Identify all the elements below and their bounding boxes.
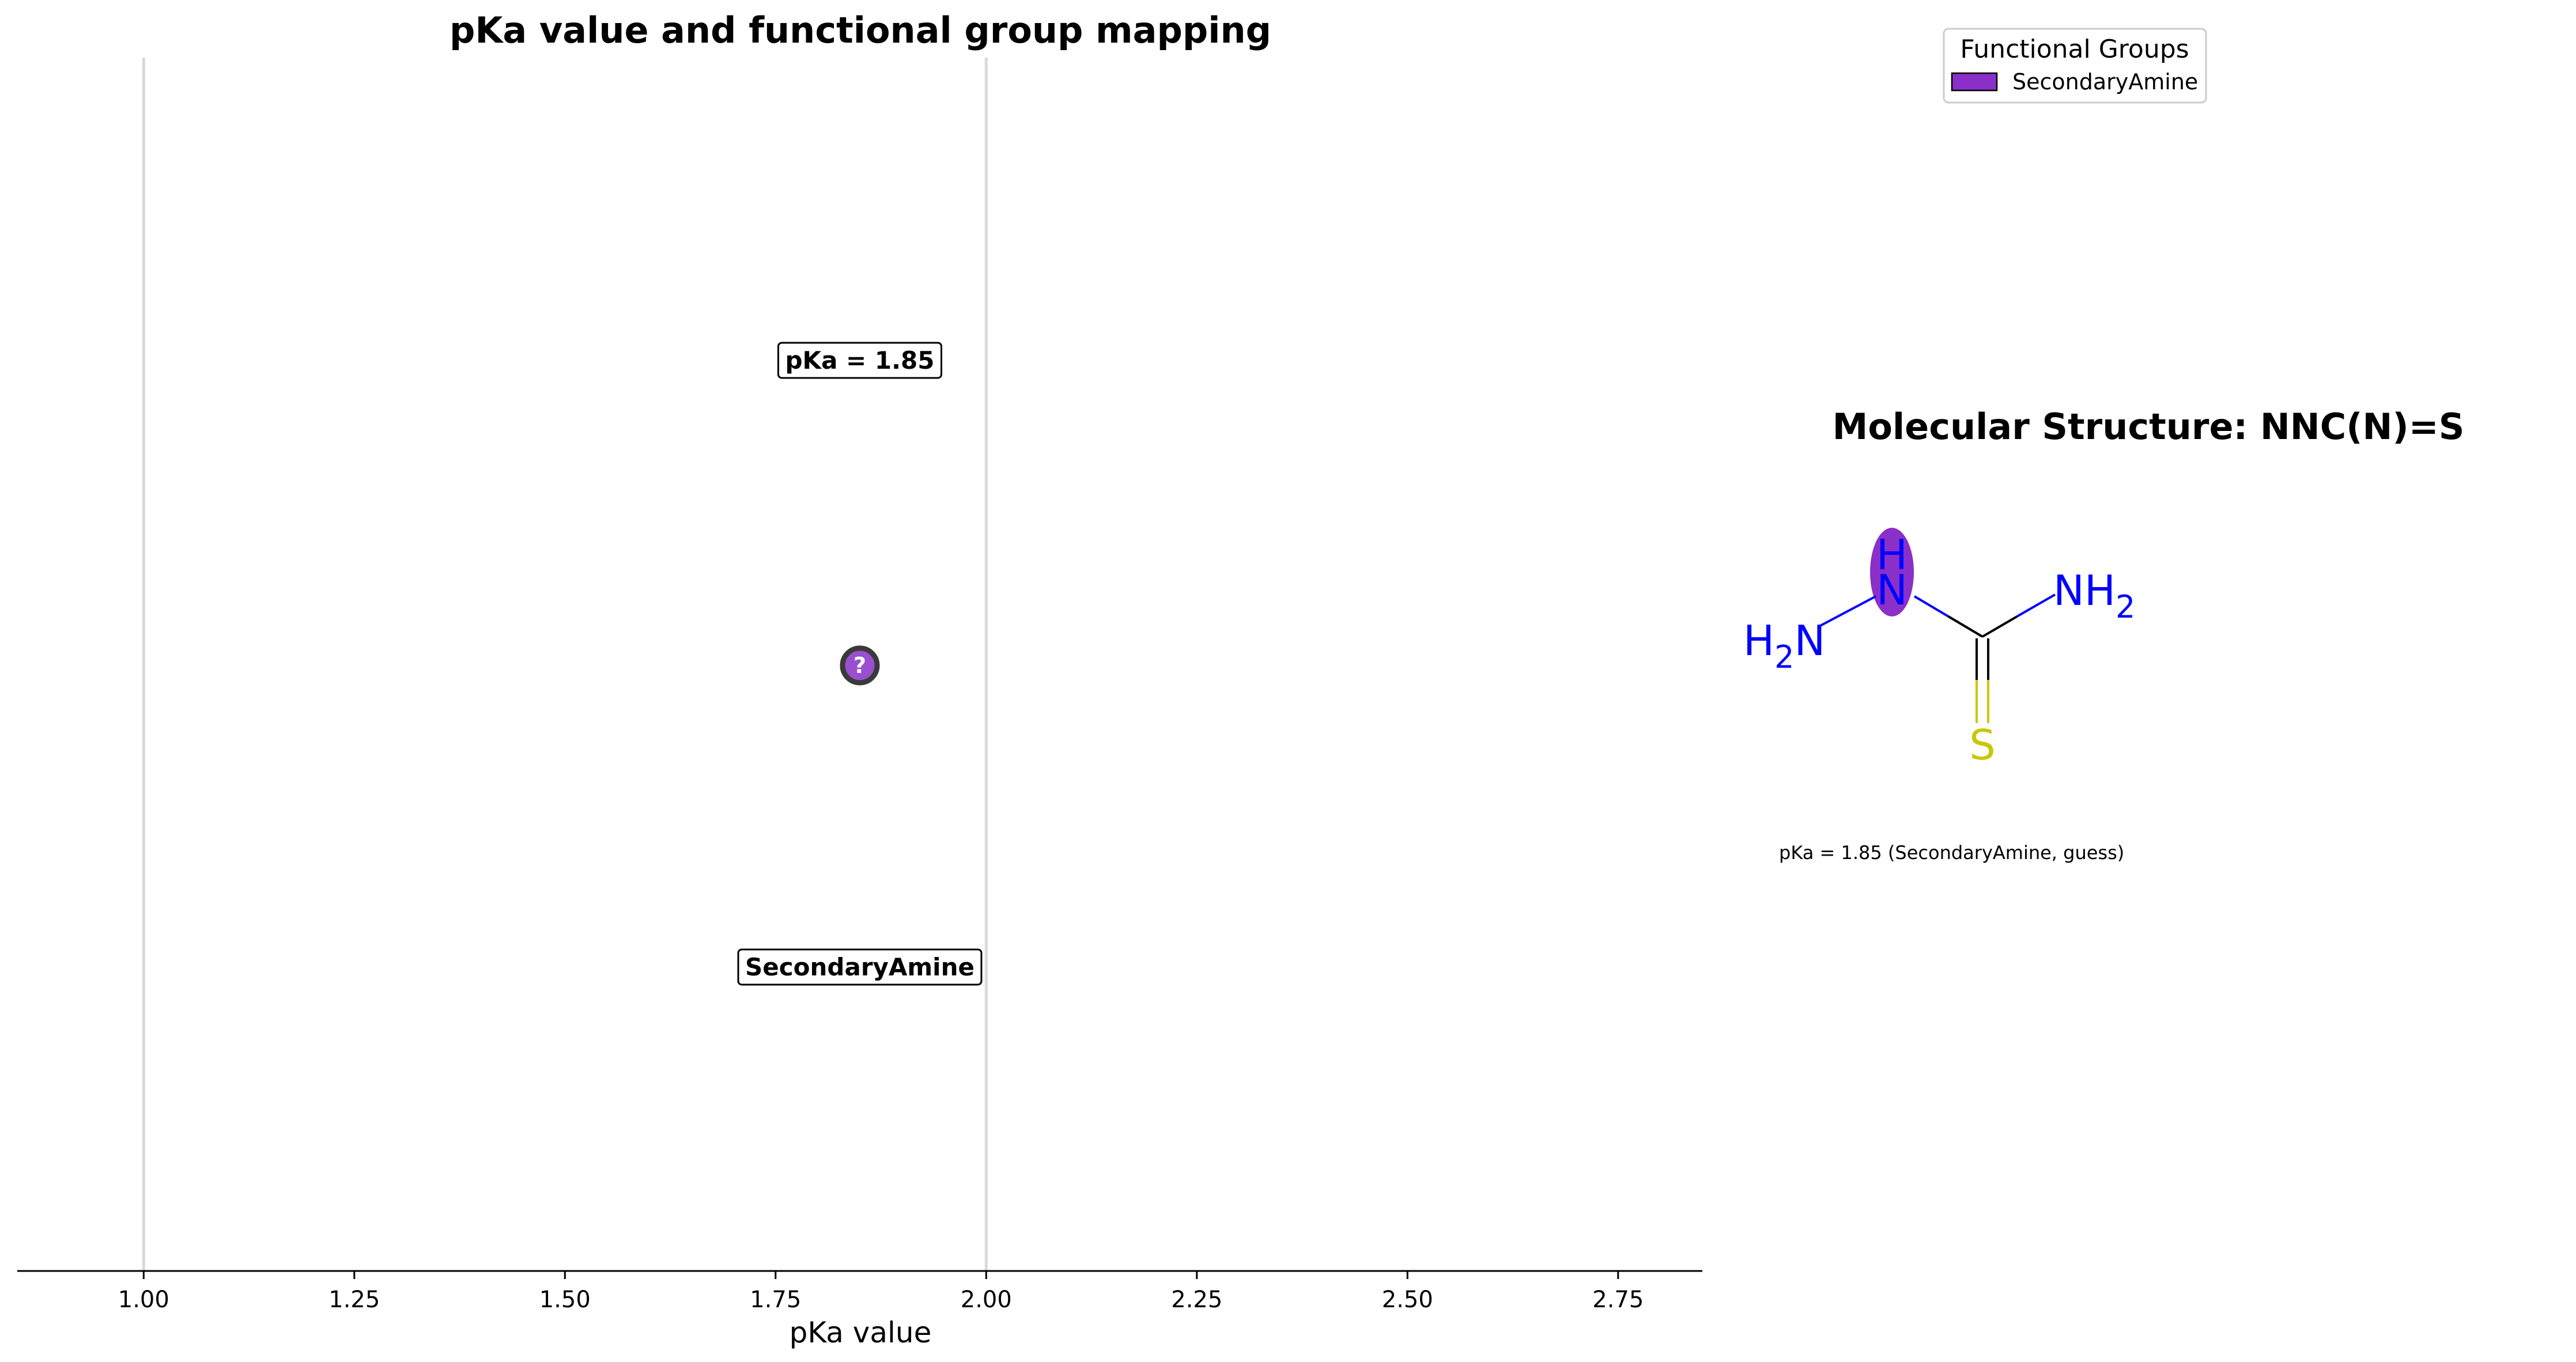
legend-frame <box>1943 28 2207 104</box>
point-group-label-box-0 <box>737 948 983 986</box>
x-tick-label-5: 2.25 <box>1171 1287 1222 1313</box>
bond-c-nh2-dark <box>1981 615 2018 638</box>
legend-swatch-secondary-amine <box>1951 72 1998 92</box>
x-axis-ticks: 1.00 1.25 1.50 1.75 2.00 2.25 2.50 2.75 <box>118 1271 1644 1313</box>
x-tick-label-2: 1.50 <box>539 1287 591 1313</box>
bond-c-nh2 <box>2016 593 2056 618</box>
bond-c-nh-segment <box>1947 615 1984 638</box>
x-tick-label-4: 2.00 <box>961 1287 1012 1313</box>
vertical-reference-lines <box>142 58 988 1271</box>
molecule-caption: pKa = 1.85 (SecondaryAmine, guess) <box>1779 842 2124 864</box>
x-tick-label-1: 1.25 <box>328 1287 380 1313</box>
functional-group-highlight <box>1870 528 1914 616</box>
chart-title: pKa value and functional group mapping <box>450 9 1271 51</box>
atom-nh2: NH2 <box>2053 566 2135 625</box>
atom-nh-h: H <box>1876 531 1908 579</box>
legend-entry-secondary-amine: SecondaryAmine <box>2012 69 2198 94</box>
point-group-label-0: SecondaryAmine <box>745 953 975 981</box>
atom-nh-n: N <box>1876 566 1908 614</box>
point-value-label-box-0 <box>777 342 943 379</box>
point-marker-0 <box>840 645 880 686</box>
x-tick-label-7: 2.75 <box>1592 1287 1644 1313</box>
point-marker-label-0: ? <box>853 653 866 678</box>
molecule-panel: Molecular Structure: NNC(N)=S H2N H N NH… <box>1743 406 2464 864</box>
legend-title: Functional Groups <box>1960 35 2189 64</box>
data-marks: pKa = 1.85 SecondaryAmine? <box>737 342 983 986</box>
x-tick-label-6: 2.50 <box>1382 1287 1433 1313</box>
x-tick-label-3: 1.75 <box>750 1287 801 1313</box>
point-value-label-0: pKa = 1.85 <box>785 346 934 374</box>
x-axis-label: pKa value <box>790 1316 932 1349</box>
atom-h2n: H2N <box>1743 616 1825 675</box>
bond-n-nh <box>1818 595 1876 628</box>
molecule-title: Molecular Structure: NNC(N)=S <box>1833 406 2465 448</box>
x-tick-label-0: 1.00 <box>118 1287 169 1313</box>
atom-s: S <box>1969 721 1996 769</box>
legend: Functional Groups SecondaryAmine <box>1943 28 2207 104</box>
